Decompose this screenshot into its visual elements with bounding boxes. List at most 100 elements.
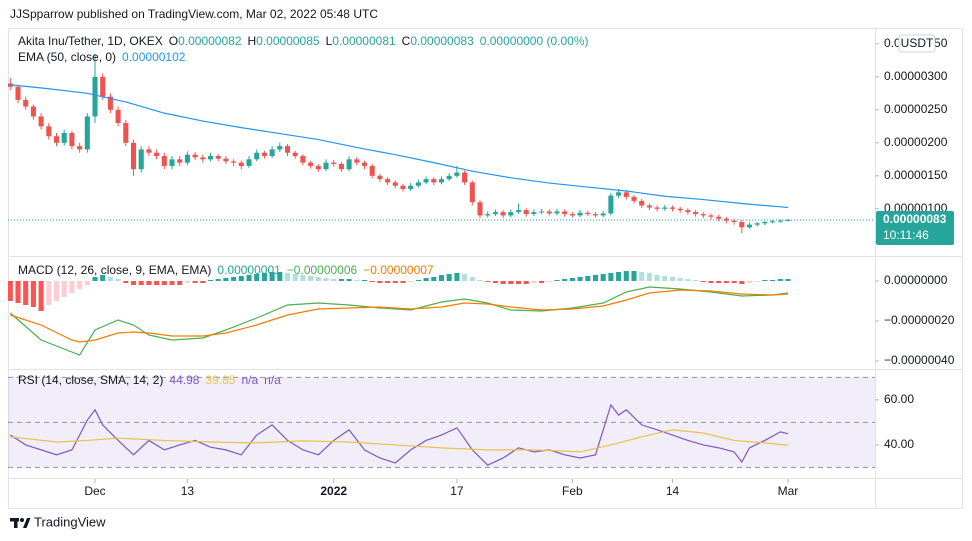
readout-value: n/a [264, 373, 281, 387]
histogram-bar [515, 281, 522, 284]
candle-body [338, 163, 344, 170]
histogram-bar [346, 279, 352, 281]
histogram-bar [246, 275, 252, 281]
histogram-bar [662, 276, 668, 281]
histogram-bar [8, 281, 13, 301]
readout-value: 0.00000083 [410, 34, 474, 48]
histogram-bar [292, 274, 298, 281]
histogram-bar [130, 281, 137, 285]
histogram-bar [23, 281, 29, 305]
histogram-bar [438, 275, 445, 281]
candle-body [261, 152, 267, 157]
histogram-bar [377, 281, 383, 283]
candle-body [92, 76, 98, 117]
x-tick-label: 17 [450, 484, 464, 498]
candle-body [385, 179, 391, 183]
x-tick-label: Dec [84, 484, 105, 498]
candle-body [300, 156, 306, 163]
candle-body [554, 211, 560, 214]
histogram-bar [785, 279, 791, 281]
histogram-bar [539, 281, 545, 283]
readout-value: 44.98 [169, 373, 199, 387]
readout-key: O [169, 34, 178, 48]
y-tick-label: −0.00000040 [884, 353, 955, 367]
candle-body [292, 152, 298, 157]
candle-body [130, 142, 137, 170]
candle-body [161, 156, 167, 166]
histogram-bar [616, 272, 622, 281]
legend-readout: RSI (14, close, SMA, 14, 2) 44.98 39.85 n/a… [18, 373, 281, 387]
histogram-bar [369, 281, 375, 282]
histogram-bar [400, 281, 406, 283]
candle-body [454, 172, 460, 176]
histogram-bar [654, 275, 660, 281]
readout-key: C [402, 34, 411, 48]
histogram-bar [38, 281, 44, 311]
logo-part [20, 518, 24, 522]
published-note: JJSpparrow published on TradingView.com,… [10, 7, 378, 21]
candle-body [408, 185, 414, 190]
rsi-pane [8, 376, 875, 468]
candle-body [23, 99, 29, 107]
candle-body [277, 146, 283, 150]
candle-body [431, 179, 437, 183]
brand: TradingView [34, 514, 106, 529]
rsi-line [10, 429, 789, 453]
candle-body [739, 222, 745, 228]
candle-body [361, 162, 368, 166]
candle-body [762, 222, 768, 224]
histogram-bar [385, 281, 391, 283]
candle-body [623, 192, 629, 197]
y-tick-label: −0.00000020 [884, 313, 955, 327]
candle-body [723, 218, 729, 221]
indicator-title: MACD (12, 26, close, 9, EMA, EMA) [18, 263, 211, 277]
histogram-bar [562, 279, 568, 281]
currency: USDT [901, 36, 934, 50]
histogram-bar [770, 280, 776, 281]
histogram-bar [392, 281, 398, 283]
candle-body [200, 157, 206, 160]
symbol-title: Akita Inu/Tether, 1D, OKEX [18, 34, 163, 48]
histogram-bar [500, 281, 506, 284]
legend-readout: Akita Inu/Tether, 1D, OKEX O0.00000082 H0.… [18, 34, 589, 48]
candle-body [469, 182, 475, 203]
candle-body [392, 182, 398, 186]
histogram-bar [631, 271, 637, 281]
y-tick-label: 0.00000200 [884, 135, 948, 149]
ema-line [10, 84, 789, 209]
candle-body [654, 207, 660, 209]
candle-body [315, 165, 321, 170]
histogram-bar [592, 275, 599, 281]
candle-body [184, 154, 190, 163]
chart-frame [8, 28, 963, 509]
histogram-bar [746, 281, 753, 283]
x-tick-label: 2022 [320, 484, 347, 498]
candle-body [30, 106, 36, 117]
y-tick-label: 0.00000150 [884, 168, 948, 182]
candle-body [500, 212, 506, 216]
histogram-bar [623, 271, 629, 281]
candle-body [323, 162, 329, 170]
candle-body [177, 159, 183, 163]
histogram-bar [231, 277, 237, 281]
candle-body [631, 196, 637, 201]
histogram-bar [277, 272, 283, 281]
readout-value: 0.00000000 (0.00%) [480, 34, 589, 48]
legend-value: 0.00000102 [122, 50, 186, 64]
x-tick-label: 13 [181, 484, 195, 498]
histogram-bar [685, 279, 691, 281]
histogram-bar [762, 280, 768, 281]
rsi-line [9, 403, 789, 466]
candle-body [669, 207, 676, 209]
candle-body [446, 175, 452, 180]
histogram-bar [431, 277, 437, 281]
histogram-bar [331, 279, 337, 281]
histogram-bar [492, 281, 498, 283]
histogram-bar [77, 281, 83, 289]
candle-body [423, 179, 429, 183]
histogram-bar [269, 272, 275, 281]
histogram-bar [284, 273, 291, 281]
histogram-bar [531, 281, 537, 283]
histogram-bar [315, 277, 321, 281]
